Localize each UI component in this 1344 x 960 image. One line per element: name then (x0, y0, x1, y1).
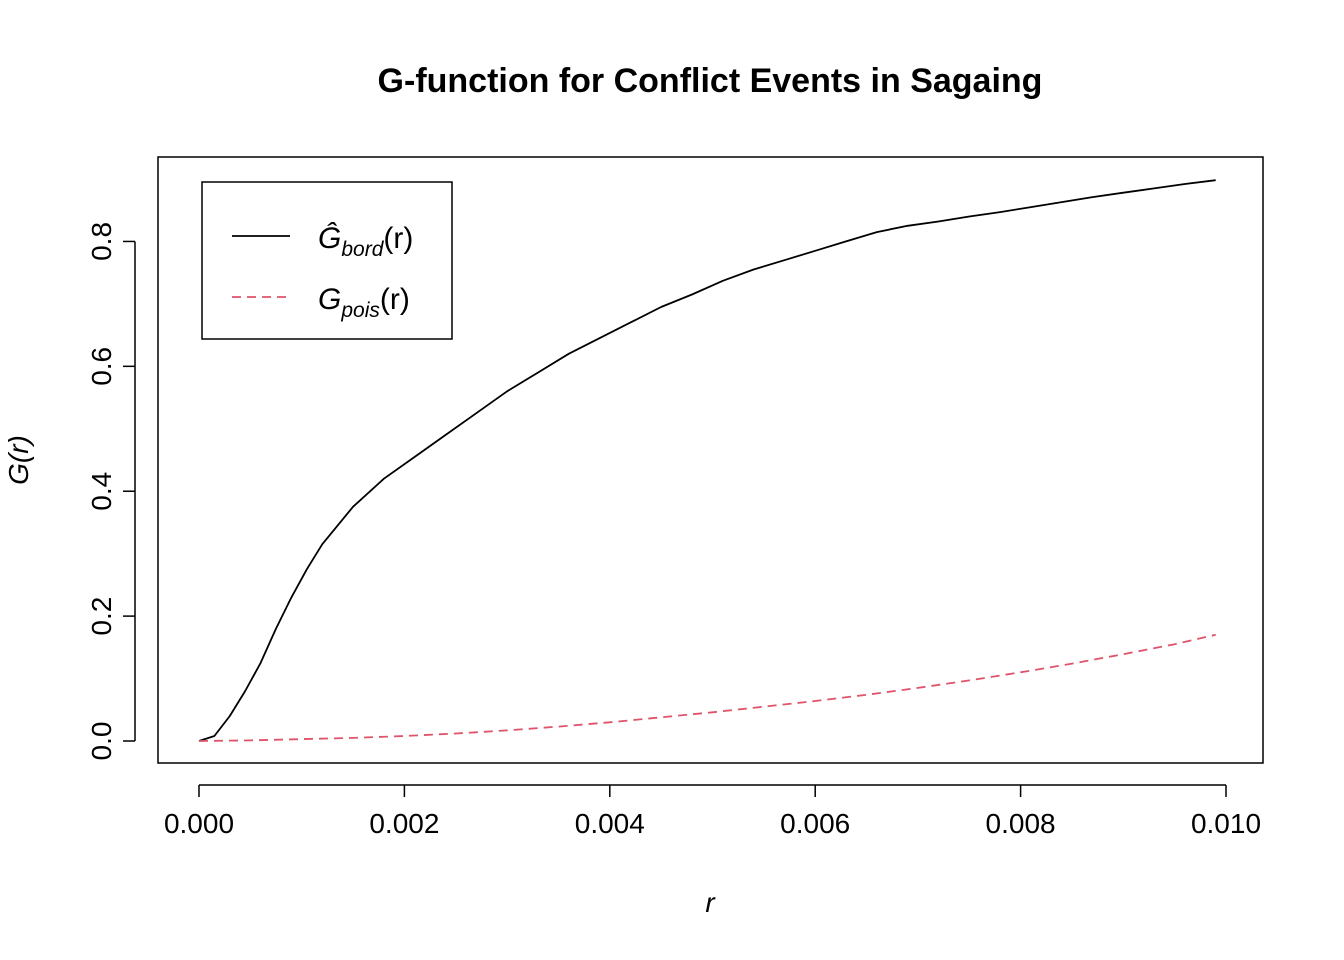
x-tick-label: 0.002 (369, 808, 439, 839)
chart-title: G-function for Conflict Events in Sagain… (378, 62, 1043, 100)
plot-frame (157, 156, 1264, 764)
x-tick-label: 0.000 (164, 808, 234, 839)
x-axis: 0.000 0.002 0.004 0.006 0.008 0.010 (164, 784, 1261, 839)
x-tick-label: 0.006 (780, 808, 850, 839)
x-tick-label: 0.008 (986, 808, 1056, 839)
series-line-pois (198, 633, 1216, 742)
legend-label-bord: Ĝbord(r) (318, 221, 413, 261)
y-tick-label: 0.8 (86, 222, 117, 261)
x-tick-label: 0.010 (1191, 808, 1261, 839)
y-tick-label: 0.0 (86, 722, 117, 761)
x-tick-label: 0.004 (575, 808, 645, 839)
legend-sub-pois: pois (340, 299, 380, 322)
legend-box (201, 181, 453, 340)
legend: Ĝbord(r)Gpois(r) (201, 181, 453, 340)
y-axis-label: G(r) (3, 435, 34, 485)
series-layer (198, 179, 1216, 742)
y-tick-label: 0.2 (86, 597, 117, 636)
legend-tail-pois: (r) (380, 283, 410, 316)
x-axis-label: r (705, 887, 716, 918)
legend-main-bord: Ĝ (318, 221, 341, 255)
legend-sub-bord: bord (341, 238, 384, 261)
legend-tail-bord: (r) (383, 222, 413, 255)
y-axis: 0.0 0.2 0.4 0.6 0.8 (86, 222, 136, 761)
series-line-bord (198, 179, 1216, 742)
legend-label-pois: Gpois(r) (318, 283, 410, 322)
y-tick-label: 0.4 (86, 472, 117, 511)
legend-main-pois: G (318, 283, 341, 316)
y-tick-label: 0.6 (86, 347, 117, 386)
